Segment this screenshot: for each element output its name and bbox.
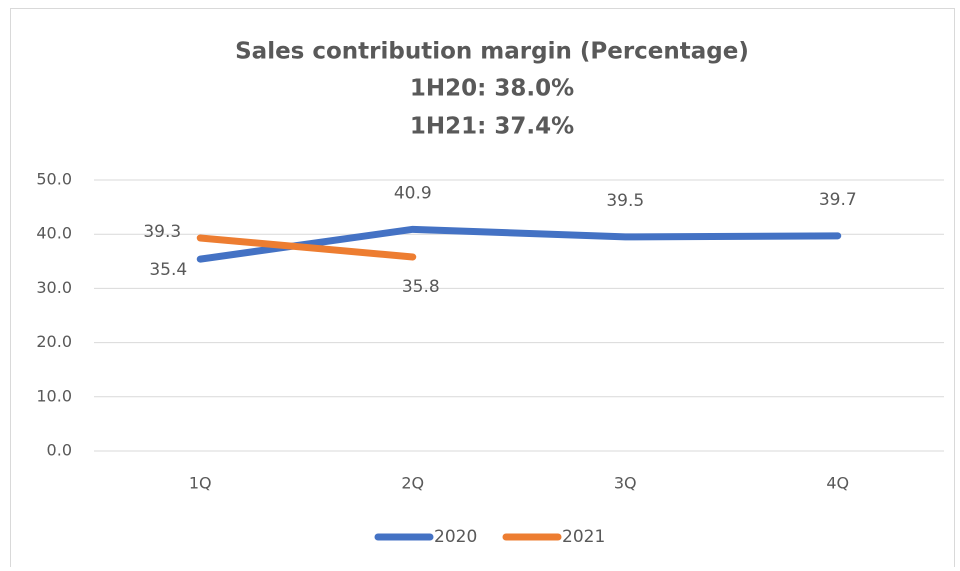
data-label: 39.3 (143, 222, 181, 242)
y-tick-label: 30.0 (36, 278, 72, 297)
chart-title: Sales contribution margin (Percentage) (235, 39, 749, 65)
chart-subtitle: 1H20: 38.0% (410, 76, 574, 102)
legend-label: 2021 (562, 527, 605, 547)
chart-subtitle: 1H21: 37.4% (410, 114, 574, 140)
legend-label: 2020 (434, 527, 477, 547)
y-tick-label: 40.0 (36, 224, 72, 243)
chart-frame (10, 8, 955, 571)
x-tick-label: 1Q (189, 474, 212, 493)
x-tick-label: 3Q (614, 474, 637, 493)
y-tick-label: 50.0 (36, 170, 72, 189)
data-label: 35.8 (402, 277, 440, 297)
data-label: 39.7 (819, 190, 857, 210)
data-label: 39.5 (606, 191, 644, 211)
y-tick-label: 20.0 (36, 332, 72, 351)
y-tick-label: 0.0 (47, 441, 72, 460)
series-line (196, 234, 417, 261)
data-label: 40.9 (394, 183, 432, 203)
y-tick-label: 10.0 (36, 386, 72, 405)
x-tick-label: 2Q (401, 474, 424, 493)
data-label: 35.4 (149, 260, 187, 280)
x-tick-label: 4Q (826, 474, 849, 493)
